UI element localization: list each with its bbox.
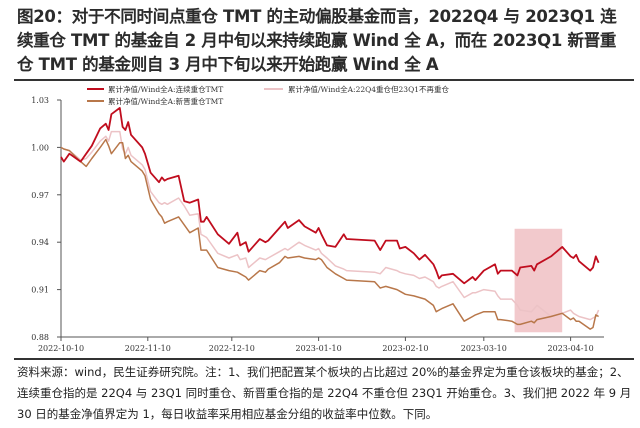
x-tick-label: 2022-10-10	[38, 344, 84, 353]
y-tick-label: 0.88	[31, 333, 49, 342]
legend-label-series-0: 累计净值/Wind全A:连续重仓TMT	[108, 84, 223, 94]
y-tick-label: 0.97	[31, 191, 49, 200]
source-divider	[14, 358, 634, 360]
title-divider	[14, 79, 634, 81]
series-line-1	[60, 130, 600, 321]
x-tick-label: 2022-12-10	[209, 344, 255, 353]
legend-label-series-1: 累计净值/Wind全A:22Q4重仓但23Q1不再重仓	[288, 84, 450, 94]
y-tick-label: 1.00	[31, 143, 49, 152]
x-tick-label: 2023-01-10	[296, 344, 342, 353]
y-tick-label: 0.94	[31, 238, 49, 247]
y-tick-label: 0.91	[31, 286, 49, 295]
x-tick-label: 2023-04-10	[548, 344, 594, 353]
source-note: 资料来源：wind，民生证券研究院。注：1、我们把配置某个板块的占比超过 20%…	[17, 365, 632, 421]
series-line-2	[60, 138, 599, 330]
x-tick-label: 2023-03-10	[461, 344, 507, 353]
highlight-band	[514, 228, 563, 333]
x-tick-label: 2023-02-10	[382, 344, 428, 353]
y-tick-label: 1.03	[31, 96, 49, 105]
series-line-0	[60, 107, 600, 285]
figure-title: 图20：对于不同时间点重仓 TMT 的主动偏股基金而言，2022Q4 与 202…	[17, 7, 617, 74]
x-tick-label: 2022-11-10	[125, 344, 171, 353]
legend-label-series-2: 累计净值/Wind全A:新晋重仓TMT	[108, 96, 223, 106]
